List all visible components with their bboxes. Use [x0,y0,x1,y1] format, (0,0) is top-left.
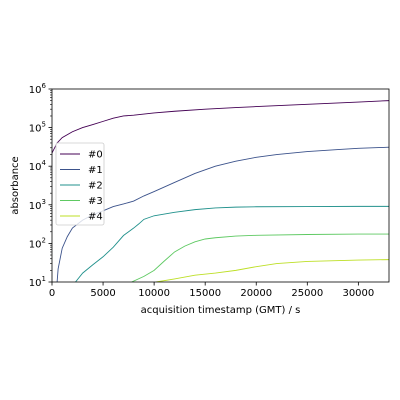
series-line-3 [131,233,389,282]
legend-box [55,142,105,226]
legend-label-2: #2 [88,181,103,192]
legend-label-0: #0 [88,150,103,161]
x-tick-label: 0 [49,288,55,299]
x-tick-label: 5000 [90,288,115,299]
x-tick-label: 30000 [342,288,374,299]
legend: #0 #1 #2 #3 #4 [55,142,105,226]
legend-label-3: #3 [88,196,103,207]
y-tick-label: 101 [29,275,46,289]
x-tick-label: 20000 [240,288,272,299]
x-axis: 0 5000 10000 15000 20000 25000 30000 [49,282,374,299]
y-tick-label: 104 [29,159,47,173]
x-tick-label: 25000 [291,288,323,299]
y-axis: 101 102 103 104 105 106 [29,82,52,289]
legend-label-1: #1 [88,165,103,176]
legend-label-4: #4 [88,212,103,223]
y-tick-label: 106 [29,82,47,96]
x-tick-label: 15000 [189,288,221,299]
series-layer [52,100,389,282]
x-tick-label: 10000 [138,288,170,299]
series-line-2 [75,205,389,282]
x-axis-label: acquisition timestamp (GMT) / s [141,305,301,316]
y-tick-label: 102 [29,236,46,250]
series-line-0 [52,100,389,154]
y-tick-label: 105 [29,121,46,135]
y-tick-label: 103 [29,198,46,212]
plot-frame [51,88,390,283]
series-line-4 [156,259,389,282]
series-line-1 [56,146,389,282]
y-axis-label: absorbance [10,156,21,214]
